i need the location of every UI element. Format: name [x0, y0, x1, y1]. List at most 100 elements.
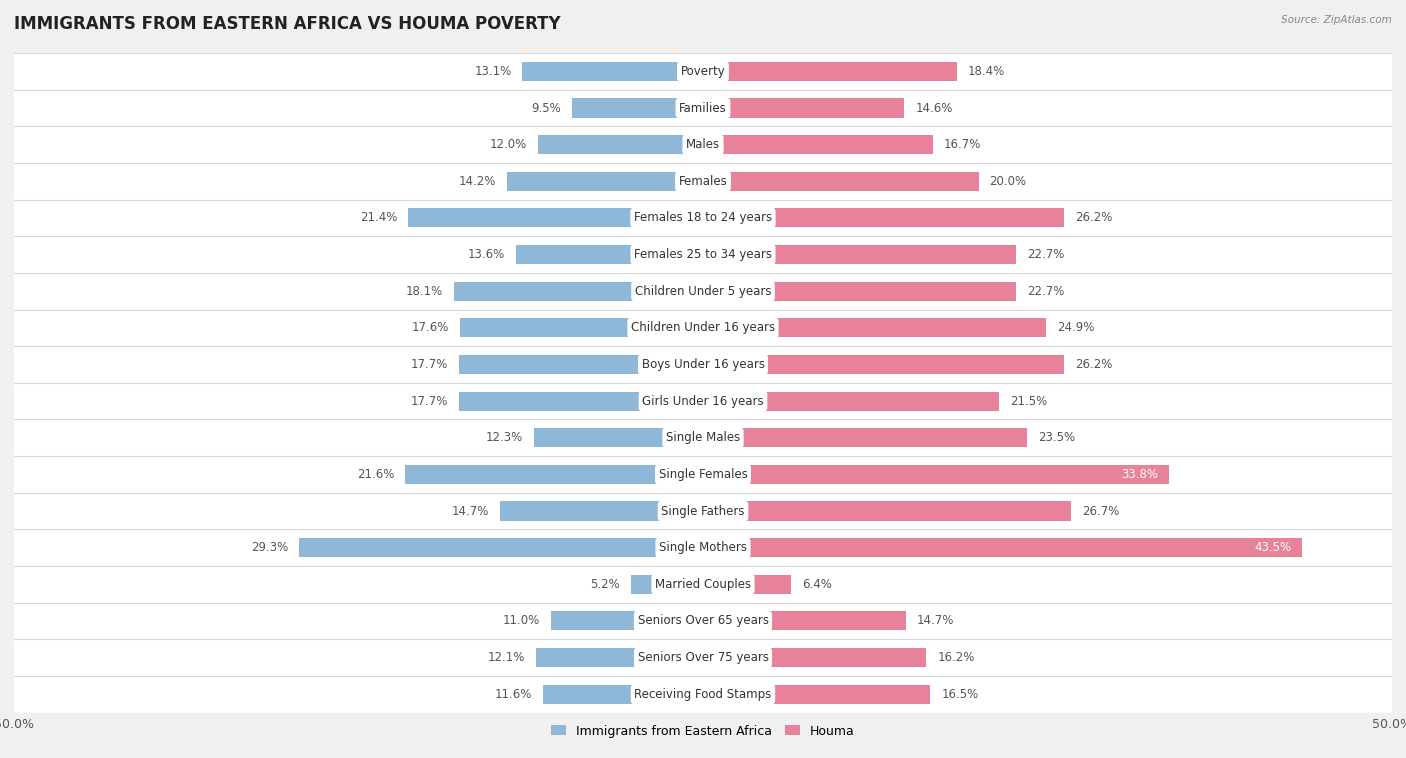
Text: 22.7%: 22.7% — [1026, 248, 1064, 261]
Bar — [460, 392, 703, 411]
Text: Married Couples: Married Couples — [655, 578, 751, 590]
Bar — [703, 428, 1026, 447]
Text: 20.0%: 20.0% — [990, 175, 1026, 188]
Bar — [408, 208, 703, 227]
Bar — [14, 53, 1392, 89]
Bar — [703, 208, 1064, 227]
Text: Poverty: Poverty — [681, 65, 725, 78]
Text: 18.1%: 18.1% — [405, 285, 443, 298]
Bar — [508, 172, 703, 191]
Text: 6.4%: 6.4% — [803, 578, 832, 590]
Bar — [454, 282, 703, 301]
Text: 29.3%: 29.3% — [252, 541, 288, 554]
Text: Families: Families — [679, 102, 727, 114]
Text: 16.5%: 16.5% — [942, 688, 979, 700]
Legend: Immigrants from Eastern Africa, Houma: Immigrants from Eastern Africa, Houma — [547, 719, 859, 743]
Text: 12.1%: 12.1% — [488, 651, 526, 664]
Text: 21.4%: 21.4% — [360, 211, 396, 224]
Bar — [543, 684, 703, 703]
Text: 9.5%: 9.5% — [531, 102, 561, 114]
Bar — [572, 99, 703, 117]
Bar — [14, 309, 1392, 346]
Bar — [14, 199, 1392, 236]
Text: Children Under 5 years: Children Under 5 years — [634, 285, 772, 298]
Text: 22.7%: 22.7% — [1026, 285, 1064, 298]
Bar — [14, 676, 1392, 713]
Bar — [14, 639, 1392, 676]
Text: Females: Females — [679, 175, 727, 188]
Bar — [14, 346, 1392, 383]
Text: Females 25 to 34 years: Females 25 to 34 years — [634, 248, 772, 261]
Text: 13.6%: 13.6% — [467, 248, 505, 261]
Bar — [516, 245, 703, 264]
Text: Males: Males — [686, 138, 720, 151]
Bar — [405, 465, 703, 484]
Bar — [14, 529, 1392, 566]
Bar — [14, 566, 1392, 603]
Bar — [299, 538, 703, 557]
Text: Receiving Food Stamps: Receiving Food Stamps — [634, 688, 772, 700]
Bar — [703, 684, 931, 703]
Text: 23.5%: 23.5% — [1038, 431, 1076, 444]
Bar — [703, 502, 1071, 521]
Bar — [14, 236, 1392, 273]
Text: 43.5%: 43.5% — [1254, 541, 1291, 554]
Bar — [703, 172, 979, 191]
Text: Seniors Over 65 years: Seniors Over 65 years — [637, 615, 769, 628]
Bar — [14, 603, 1392, 639]
Text: 18.4%: 18.4% — [967, 65, 1005, 78]
Bar — [14, 493, 1392, 529]
Text: Single Fathers: Single Fathers — [661, 505, 745, 518]
Bar — [537, 135, 703, 154]
Bar — [703, 612, 905, 631]
Bar — [460, 355, 703, 374]
Bar — [703, 538, 1302, 557]
Bar — [703, 465, 1168, 484]
Bar — [533, 428, 703, 447]
Text: 17.7%: 17.7% — [411, 358, 449, 371]
Bar — [703, 575, 792, 594]
Bar — [14, 89, 1392, 127]
Text: 11.0%: 11.0% — [503, 615, 540, 628]
Bar — [703, 355, 1064, 374]
Text: 5.2%: 5.2% — [591, 578, 620, 590]
Bar — [461, 318, 703, 337]
Text: 11.6%: 11.6% — [495, 688, 531, 700]
Bar — [703, 648, 927, 667]
Text: 14.6%: 14.6% — [915, 102, 953, 114]
Bar — [703, 392, 1000, 411]
Text: 14.2%: 14.2% — [458, 175, 496, 188]
Text: 16.2%: 16.2% — [938, 651, 974, 664]
Bar — [14, 456, 1392, 493]
Bar — [703, 318, 1046, 337]
Text: Single Females: Single Females — [658, 468, 748, 481]
Text: 12.0%: 12.0% — [489, 138, 527, 151]
Text: 17.6%: 17.6% — [412, 321, 450, 334]
Text: Girls Under 16 years: Girls Under 16 years — [643, 395, 763, 408]
Bar — [703, 282, 1015, 301]
Bar — [551, 612, 703, 631]
Bar — [631, 575, 703, 594]
Bar — [536, 648, 703, 667]
Bar — [501, 502, 703, 521]
Text: Seniors Over 75 years: Seniors Over 75 years — [637, 651, 769, 664]
Text: IMMIGRANTS FROM EASTERN AFRICA VS HOUMA POVERTY: IMMIGRANTS FROM EASTERN AFRICA VS HOUMA … — [14, 15, 561, 33]
Text: 14.7%: 14.7% — [453, 505, 489, 518]
Bar — [703, 135, 934, 154]
Text: Females 18 to 24 years: Females 18 to 24 years — [634, 211, 772, 224]
Bar — [14, 383, 1392, 419]
Bar — [523, 62, 703, 81]
Text: 21.6%: 21.6% — [357, 468, 394, 481]
Text: 14.7%: 14.7% — [917, 615, 953, 628]
Bar — [14, 273, 1392, 309]
Bar — [14, 163, 1392, 199]
Bar — [14, 419, 1392, 456]
Text: Children Under 16 years: Children Under 16 years — [631, 321, 775, 334]
Text: 17.7%: 17.7% — [411, 395, 449, 408]
Bar — [703, 99, 904, 117]
Text: 12.3%: 12.3% — [485, 431, 523, 444]
Text: Single Males: Single Males — [666, 431, 740, 444]
Text: 21.5%: 21.5% — [1011, 395, 1047, 408]
Text: Source: ZipAtlas.com: Source: ZipAtlas.com — [1281, 15, 1392, 25]
Text: Single Mothers: Single Mothers — [659, 541, 747, 554]
